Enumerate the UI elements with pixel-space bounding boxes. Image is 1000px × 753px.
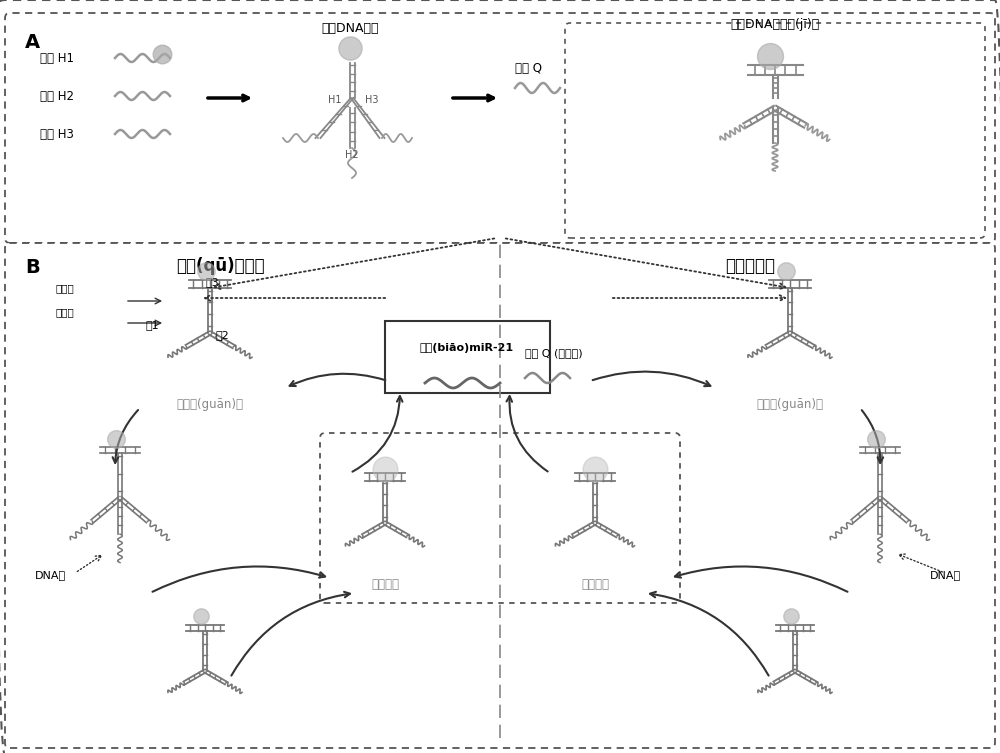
Text: 臂3: 臂3 xyxy=(205,277,219,287)
Text: A: A xyxy=(25,33,40,52)
Text: 螢光開啟: 螢光開啟 xyxy=(371,578,399,591)
Point xyxy=(193,610,209,622)
Text: DNA酶: DNA酶 xyxy=(35,570,66,580)
Text: B: B xyxy=(25,258,40,277)
Text: 序列 Q: 序列 Q xyxy=(515,62,542,75)
Text: 序列 H1: 序列 H1 xyxy=(40,51,74,65)
Text: H2: H2 xyxy=(345,150,359,160)
Point xyxy=(587,463,603,475)
Text: 三足DNA納米機(jī)器: 三足DNA納米機(jī)器 xyxy=(730,18,820,31)
Text: DNA酶: DNA酶 xyxy=(930,570,961,580)
FancyBboxPatch shape xyxy=(5,243,995,748)
Point xyxy=(762,50,778,62)
Point xyxy=(342,42,358,54)
Text: H1: H1 xyxy=(328,95,342,105)
Text: 自催化過程: 自催化過程 xyxy=(725,257,775,275)
Text: 螢光關(guān)閉: 螢光關(guān)閉 xyxy=(176,398,244,411)
Text: H3: H3 xyxy=(365,95,379,105)
Point xyxy=(198,265,214,277)
Text: 螢光關(guān)閉: 螢光關(guān)閉 xyxy=(757,398,824,411)
Text: 三足DNA框架: 三足DNA框架 xyxy=(321,22,379,35)
Text: 臂2: 臂2 xyxy=(215,330,229,340)
Point xyxy=(868,433,884,445)
Text: 自驅(qū)動過程: 自驅(qū)動過程 xyxy=(176,257,264,275)
Text: 序列 H3: 序列 H3 xyxy=(40,127,74,141)
Point xyxy=(154,48,170,60)
Text: 臂1: 臂1 xyxy=(145,320,159,330)
FancyBboxPatch shape xyxy=(5,13,995,243)
Text: 序列 Q (催化劑): 序列 Q (催化劑) xyxy=(525,348,583,358)
Text: 目標(biāo)miR-21: 目標(biāo)miR-21 xyxy=(420,343,514,353)
Text: 序列 H2: 序列 H2 xyxy=(40,90,74,102)
Point xyxy=(108,433,124,445)
Text: 螢光素: 螢光素 xyxy=(55,307,74,317)
Point xyxy=(778,265,794,277)
Point xyxy=(377,463,393,475)
Text: 螢光開啟: 螢光開啟 xyxy=(581,578,609,591)
Text: 淬滅劑: 淬滅劑 xyxy=(55,283,74,293)
Point xyxy=(783,610,799,622)
